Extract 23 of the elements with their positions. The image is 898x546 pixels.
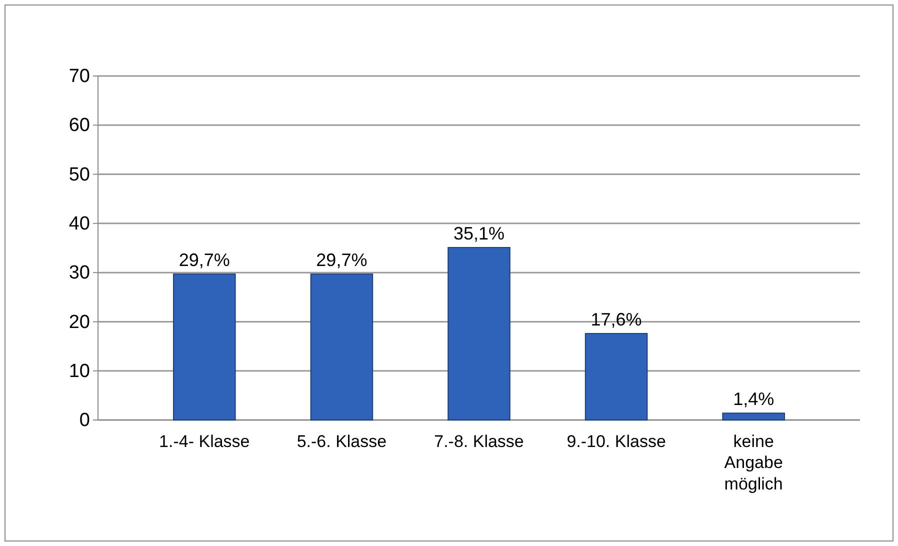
x-tick-label: keine Angabe möglich — [724, 432, 783, 494]
bar — [310, 274, 374, 420]
x-tick-label: 5.-6. Klasse — [296, 432, 387, 451]
bar — [448, 247, 510, 420]
data-label: 1,4% — [733, 389, 774, 410]
bar — [584, 333, 648, 420]
x-tick-label: 1.-4- Klasse — [159, 432, 250, 451]
y-tick-label: 0 — [79, 410, 90, 432]
data-label: 35,1% — [453, 224, 505, 244]
y-tick-label: 40 — [68, 214, 90, 235]
y-tick-label: 60 — [68, 115, 90, 136]
y-tick-label: 50 — [68, 164, 90, 186]
y-tick-label: 70 — [68, 66, 90, 88]
data-label: 29,7% — [316, 250, 368, 270]
bar — [722, 412, 785, 420]
data-label: 29,7% — [178, 250, 230, 270]
x-tick-label: 9.-10. Klasse — [566, 432, 666, 451]
data-label: 17,6% — [590, 310, 642, 330]
y-tick-label: 10 — [68, 360, 90, 382]
x-tick-label: 7.-8. Klasse — [434, 432, 524, 451]
y-tick-label: 30 — [68, 262, 90, 284]
bar — [173, 274, 236, 420]
y-tick-label: 20 — [68, 312, 90, 333]
